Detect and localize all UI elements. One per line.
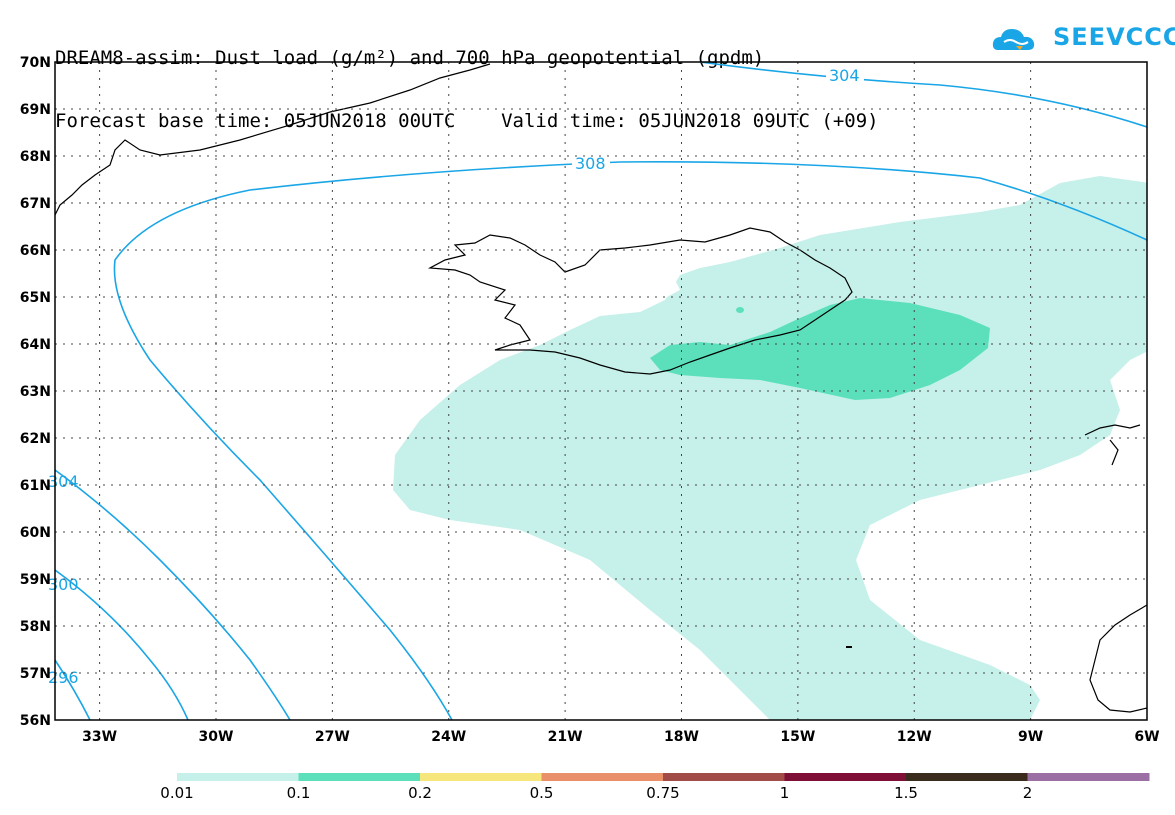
lat-tick-label: 66N [20, 243, 51, 259]
map-title: DREAM8-assim: Dust load (g/m²) and 700 h… [55, 6, 879, 153]
colorbar-swatch [298, 773, 421, 781]
colorbar-swatch [177, 773, 299, 781]
dust-spot [736, 307, 744, 313]
lon-tick-label: 21W [548, 729, 583, 745]
contour-label-308: 308 [575, 154, 606, 173]
lat-tick-label: 64N [20, 337, 51, 353]
contour-300 [55, 569, 189, 720]
colorbar-swatch [663, 773, 785, 781]
colorbar-swatch [906, 773, 1028, 781]
contour-label-304-west: 304 [48, 472, 79, 491]
contour-label-296: 296 [48, 668, 79, 687]
contour-304-north [699, 62, 1147, 128]
contour-296 [55, 659, 91, 720]
iceland-coastline [427, 227, 853, 375]
faroe-islands-coastline [1084, 424, 1141, 466]
colorbar-swatch [420, 773, 542, 781]
colorbar-label: 1.5 [894, 784, 918, 802]
lon-tick-label: 18W [664, 729, 699, 745]
lat-tick-label: 68N [20, 149, 51, 165]
cloud-logo-icon [992, 29, 1035, 50]
dust-area-low [393, 176, 1147, 720]
colorbar-swatch [541, 773, 664, 781]
lon-tick-label: 12W [897, 729, 932, 745]
lon-tick-label: 33W [82, 729, 117, 745]
lon-tick-label: 27W [315, 729, 350, 745]
lat-tick-label: 61N [20, 478, 51, 494]
lat-tick-label: 69N [20, 102, 51, 118]
grid-lines [55, 62, 1147, 720]
colorbar-swatch [1027, 773, 1150, 781]
lat-tick-label: 65N [20, 290, 51, 306]
contour-304-west [55, 469, 291, 720]
greenland-coastline [54, 63, 491, 216]
colorbar-label: 2 [1022, 784, 1033, 802]
title-line-2: Forecast base time: 05JUN2018 00UTC Vali… [55, 110, 879, 132]
lon-tick-label: 9W [1018, 729, 1043, 745]
colorbar-label: 0.1 [286, 784, 311, 802]
lat-tick-label: 60N [20, 525, 51, 541]
colorbar-label: 1 [779, 784, 790, 802]
lon-tick-label: 15W [780, 729, 815, 745]
colorbar-label: 0.01 [160, 784, 194, 802]
lat-tick-label: 70N [20, 55, 51, 71]
lat-tick-label: 59N [20, 572, 51, 588]
scotland-coastline [1089, 604, 1148, 713]
lon-tick-label: 30W [199, 729, 234, 745]
dust-area-mid [650, 298, 990, 400]
title-line-1: DREAM8-assim: Dust load (g/m²) and 700 h… [55, 47, 765, 69]
contour-label-304: 304 [829, 66, 860, 85]
lat-tick-label: 62N [20, 431, 51, 447]
colorbar-swatch [784, 773, 907, 781]
lat-tick-label: 63N [20, 384, 51, 400]
lat-tick-label: 67N [20, 196, 51, 212]
colorbar-label: 0.2 [408, 784, 432, 802]
lat-tick-label: 57N [20, 666, 51, 682]
lat-tick-label: 56N [20, 713, 51, 729]
lat-tick-label: 58N [20, 619, 51, 635]
lon-tick-label: 24W [431, 729, 466, 745]
colorbar [177, 773, 1150, 781]
lon-tick-label: 6W [1134, 729, 1159, 745]
contour-308 [113, 161, 1147, 720]
logo-text: SEEVCCC [1053, 23, 1175, 51]
colorbar-label: 0.75 [646, 784, 680, 802]
unshaded-area [555, 265, 680, 330]
contour-label-300: 300 [48, 575, 79, 594]
map-frame [54, 61, 1148, 721]
colorbar-label: 0.5 [529, 784, 554, 802]
